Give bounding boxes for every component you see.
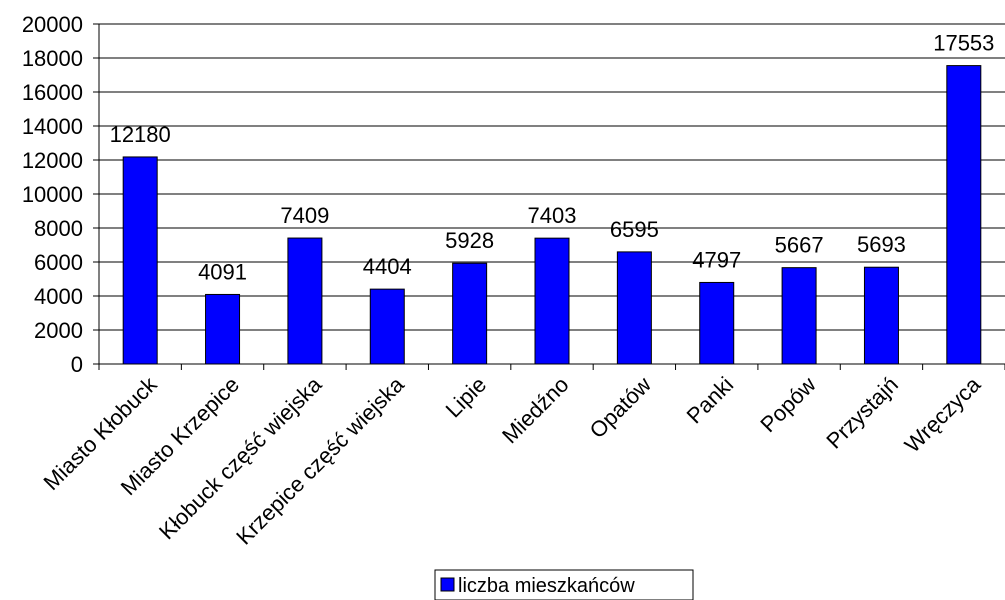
bar xyxy=(534,237,570,365)
bar xyxy=(616,251,652,365)
legend-box xyxy=(434,569,694,600)
data-label: 4091 xyxy=(198,259,247,284)
bar xyxy=(699,281,735,365)
category-label: Wręczyca xyxy=(900,371,986,457)
category-label: Kłobuck część wiejska xyxy=(154,371,327,544)
y-tick-label: 6000 xyxy=(34,250,83,275)
category-label: Opatów xyxy=(585,372,656,443)
bar xyxy=(205,293,241,365)
y-tick-label: 2000 xyxy=(34,318,83,343)
category-label: Popów xyxy=(755,372,820,437)
y-tick-label: 14000 xyxy=(22,114,83,139)
data-labels: 12180 4091 7409 4404 5928 7403 6595 4797 5667 569… xyxy=(110,31,995,285)
y-axis-ticks: 0 2000 4000 6000 8000 10000 12000 14000 16000 180… xyxy=(22,12,99,377)
y-tick-label: 10000 xyxy=(22,182,83,207)
bar xyxy=(863,266,899,365)
bar xyxy=(287,237,323,365)
legend-label: liczba mieszkańców xyxy=(458,575,635,597)
data-label: 7403 xyxy=(528,203,577,228)
data-label: 17553 xyxy=(933,31,994,56)
bar xyxy=(946,65,982,365)
legend: liczba mieszkańców xyxy=(434,569,694,600)
bar xyxy=(781,267,817,365)
category-label: Lipie xyxy=(441,372,492,423)
y-tick-label: 18000 xyxy=(22,46,83,71)
bar xyxy=(452,262,488,365)
gridlines xyxy=(99,23,1005,331)
y-tick-label: 0 xyxy=(71,352,83,377)
y-tick-label: 4000 xyxy=(34,284,83,309)
y-tick-label: 20000 xyxy=(22,12,83,37)
data-label: 4404 xyxy=(363,254,412,279)
data-label: 12180 xyxy=(110,122,171,147)
bar xyxy=(369,288,405,365)
data-label: 5693 xyxy=(857,232,906,257)
category-label: Miedźno xyxy=(497,372,573,448)
y-tick-label: 8000 xyxy=(34,216,83,241)
data-label: 4797 xyxy=(692,247,741,272)
legend-swatch xyxy=(440,577,455,592)
bar xyxy=(122,156,158,365)
y-tick-label: 12000 xyxy=(22,148,83,173)
data-label: 5928 xyxy=(445,228,494,253)
data-label: 5667 xyxy=(775,233,824,258)
data-label: 6595 xyxy=(610,217,659,242)
category-label: Przystajń xyxy=(821,372,903,454)
category-label: Krzepice część wiejska xyxy=(231,371,409,549)
category-label: Panki xyxy=(682,372,739,429)
y-tick-label: 16000 xyxy=(22,80,83,105)
data-label: 7409 xyxy=(280,203,329,228)
